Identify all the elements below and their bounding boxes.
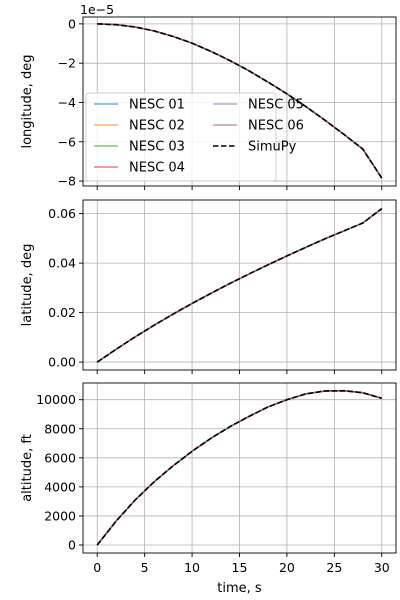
legend-label: SimuPy <box>248 140 297 155</box>
grid-lines <box>83 383 396 553</box>
legend: NESC 01 NESC 02 NESC 03 NESC 04 NESC 05 NESC … <box>85 92 304 182</box>
y-tick-label: 0 <box>68 16 76 31</box>
y-tick-label: 0.06 <box>48 206 76 221</box>
legend-label: NESC 05 <box>248 98 304 113</box>
x-tick-label: 30 <box>374 560 390 575</box>
series-group <box>97 23 383 179</box>
legend-label: NESC 04 <box>129 161 185 176</box>
y-offset-label: 1e−5 <box>80 2 114 17</box>
y-tick-label: 10000 <box>36 392 76 407</box>
y-tick-label: 2000 <box>44 508 76 523</box>
y-tick-label: 0.04 <box>48 256 76 271</box>
x-tick-label: 15 <box>232 560 248 575</box>
x-tick-label: 0 <box>93 560 101 575</box>
series-line-simupy <box>96 389 382 546</box>
series-line-simupy <box>96 208 383 363</box>
y-axis-label: latitude, deg <box>20 244 35 327</box>
x-tick-label: 10 <box>184 560 200 575</box>
legend-label: NESC 06 <box>248 119 304 134</box>
y-tick-label: 6000 <box>44 450 76 465</box>
series-group <box>96 208 383 363</box>
x-axis-label: time, s <box>217 581 262 596</box>
y-tick-label: −2 <box>58 56 76 71</box>
x-tick-label: 5 <box>141 560 149 575</box>
y-tick-label: 8000 <box>44 421 76 436</box>
y-tick-label: −6 <box>58 134 76 149</box>
legend-box <box>85 92 277 182</box>
x-tick-label: 25 <box>326 560 342 575</box>
y-tick-label: 0.00 <box>48 355 76 370</box>
y-tick-label: −4 <box>58 95 76 110</box>
grid-lines <box>83 200 396 370</box>
series-line-nesc-06 <box>97 23 383 179</box>
subplot-2: 0.00 0.02 0.04 0.06 latitude, deg <box>20 199 397 374</box>
y-axis-label: longitude, deg <box>20 54 35 148</box>
x-tick-label: 20 <box>279 560 295 575</box>
y-axis-label: altitude, ft <box>20 434 35 502</box>
legend-label: NESC 01 <box>129 98 185 113</box>
series-group <box>96 389 382 546</box>
legend-label: NESC 02 <box>129 119 185 134</box>
subplot-3: 0 2000 4000 6000 8000 10000 0 5 10 15 20 25 30 altitu… <box>20 382 397 596</box>
y-tick-label: 0 <box>68 538 76 553</box>
y-tick-label: 0.02 <box>48 305 76 320</box>
y-tick-label: 4000 <box>44 479 76 494</box>
y-tick-label: −8 <box>58 174 76 189</box>
legend-label: NESC 03 <box>129 140 185 155</box>
